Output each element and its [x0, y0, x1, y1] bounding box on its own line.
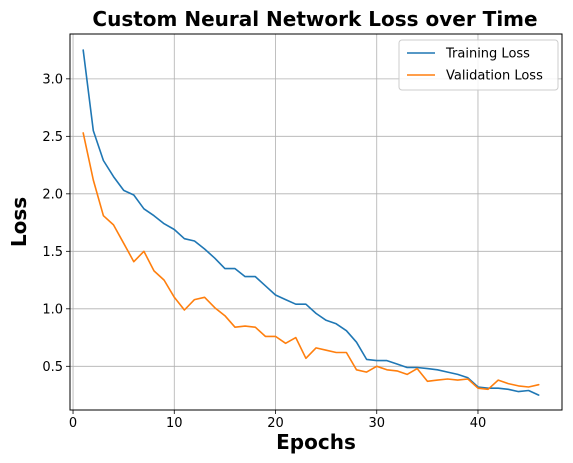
plot-frame — [69, 33, 563, 411]
y-tick-label: 2.5 — [42, 130, 63, 145]
y-tick-label: 3.0 — [42, 72, 63, 87]
ticks: 0 10 20 30 40 0.5 1.0 1.5 2.0 2.5 3.0 — [42, 72, 486, 431]
x-axis-label: Epochs — [276, 430, 356, 454]
legend-label: Training Loss — [445, 47, 530, 62]
y-tick-label: 1.5 — [42, 245, 63, 260]
legend: Training Loss Validation Loss — [398, 39, 559, 91]
legend-box — [398, 39, 559, 91]
y-tick-label: 2.0 — [42, 187, 63, 202]
x-tick-label: 40 — [470, 416, 487, 431]
x-tick-label: 0 — [69, 416, 77, 431]
y-tick-label: 0.5 — [42, 360, 63, 375]
series-line-training-loss — [82, 49, 540, 396]
legend-label: Validation Loss — [446, 69, 543, 84]
x-tick-label: 20 — [267, 416, 284, 431]
grid — [70, 34, 562, 410]
series-line-validation-loss — [82, 132, 540, 391]
y-axis-label: Loss — [7, 197, 31, 247]
x-tick-label: 30 — [368, 416, 385, 431]
y-tick-label: 1.0 — [42, 302, 63, 317]
x-tick-label: 10 — [166, 416, 183, 431]
chart-title: Custom Neural Network Loss over Time — [92, 7, 537, 31]
series-group — [82, 49, 540, 396]
